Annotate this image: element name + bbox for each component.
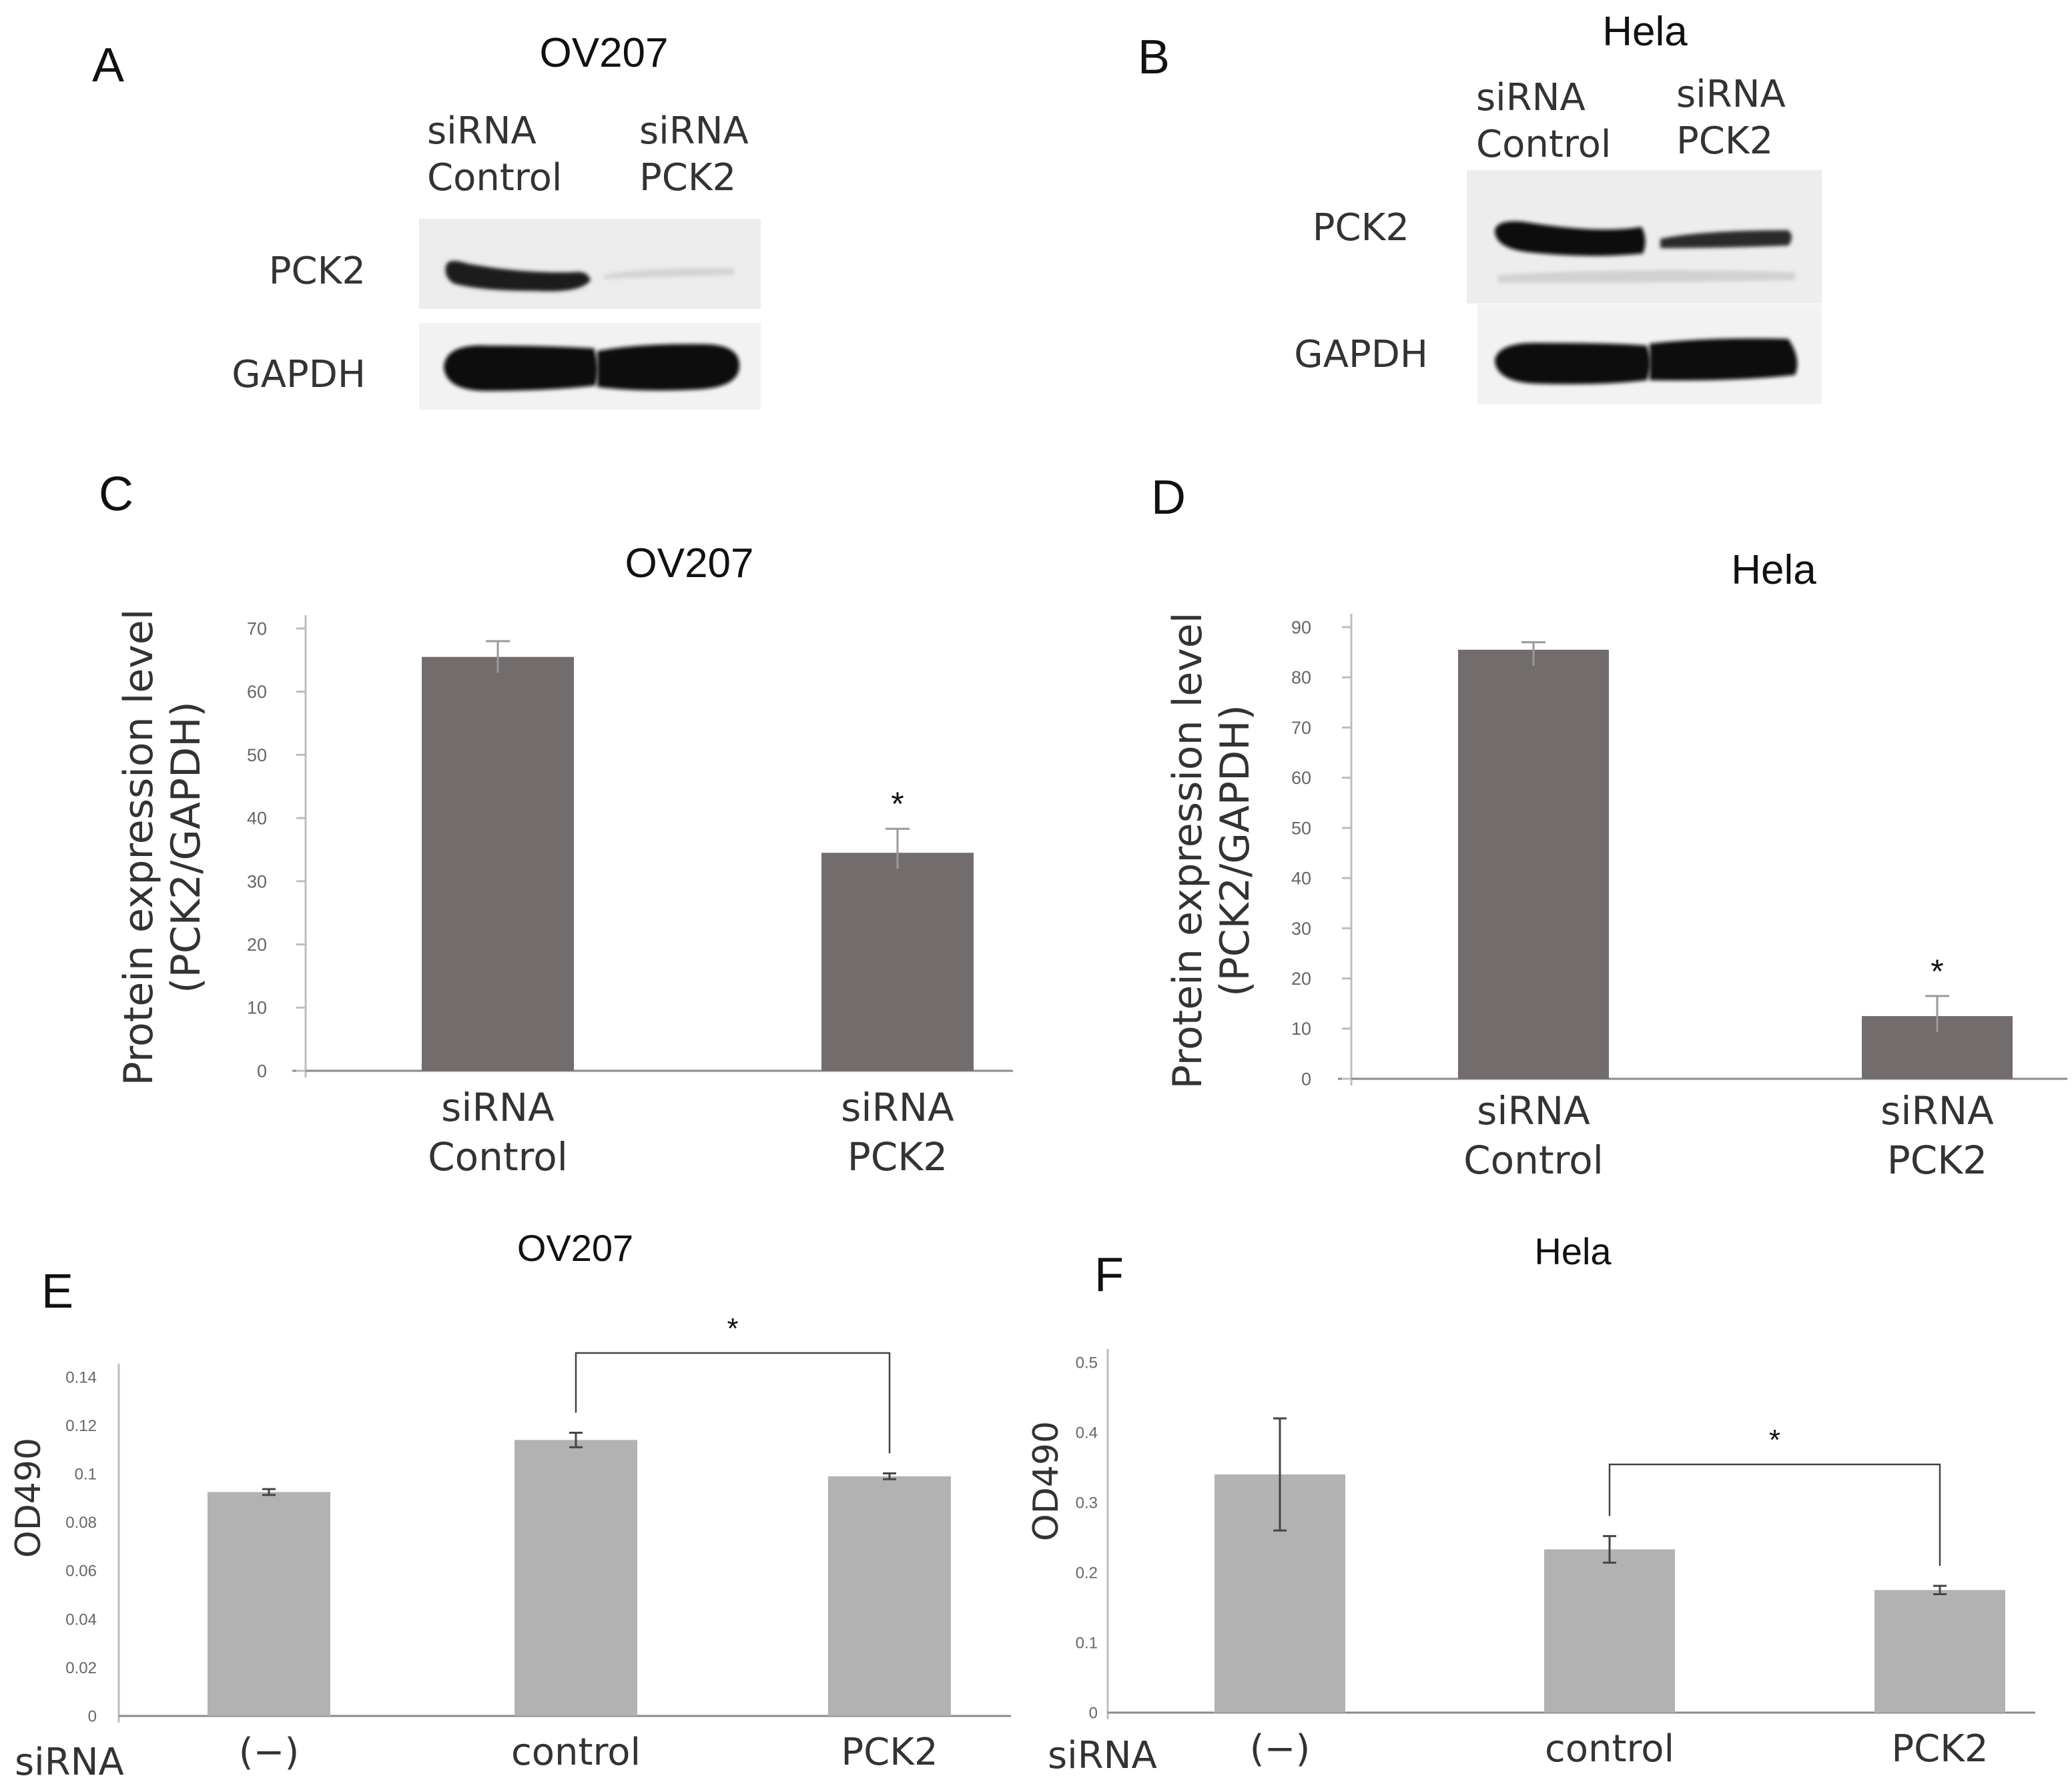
- y-tick-label: 0.04: [65, 1611, 97, 1629]
- y-tick-label: 50: [247, 745, 267, 765]
- blot-band-b-pck2-sirna: [1660, 230, 1792, 248]
- y-tick-label: 30: [1291, 919, 1311, 939]
- blot-band-a-gapdh-control: [444, 345, 598, 391]
- panel-b: B Hela siRNA Control siRNA PCK2 PCK2 GAP…: [1138, 9, 1822, 404]
- y-tick-label: 0.2: [1076, 1564, 1098, 1582]
- y-tick-label: 20: [247, 935, 267, 955]
- blot-band-b-pck2-faint: [1498, 270, 1795, 284]
- bar: [208, 1492, 330, 1716]
- y-axis-title: OD490: [9, 1438, 49, 1558]
- bar: [422, 656, 574, 1071]
- panel-letter-e: E: [41, 1265, 73, 1318]
- lane-label-b-control: siRNA Control: [1476, 76, 1611, 166]
- bar: [828, 1476, 951, 1716]
- row-label-a-gapdh: GAPDH: [232, 353, 366, 396]
- panel-letter-b: B: [1138, 31, 1170, 84]
- panel-letter-f: F: [1094, 1248, 1124, 1302]
- y-tick-label: 0: [1089, 1704, 1098, 1722]
- category-label: (−): [1250, 1727, 1311, 1771]
- chart-f: Hela 0 0.1 0.2 0.3 0.4 0.5 OD490 (−) control PCK2 s…: [1026, 1230, 2035, 1777]
- y-axis-title: Protein expression level(PCK2/GAPDH): [1164, 612, 1259, 1089]
- category-label: siRNA PCK2: [1880, 1088, 1994, 1183]
- y-axis-title: Protein expression level(PCK2/GAPDH): [115, 609, 210, 1086]
- y-axis-title: OD490: [1026, 1421, 1066, 1541]
- y-tick-label: 90: [1291, 617, 1311, 637]
- y-tick-label: 40: [1291, 869, 1311, 889]
- comparison-bracket: [1608, 1463, 1941, 1566]
- significance-marker: *: [1931, 953, 1943, 990]
- y-tick-label: 70: [1291, 718, 1311, 738]
- row-label-a-pck2: PCK2: [269, 250, 366, 293]
- y-tick-label: 0.4: [1076, 1424, 1098, 1442]
- blot-title-b: Hela: [1602, 9, 1688, 55]
- blot-band-b-pck2-control: [1495, 221, 1646, 256]
- bar: [1544, 1549, 1675, 1713]
- chart-d: Hela 0 10 20 30 40 50 60 70 80 90 Protein expressio…: [1164, 547, 2067, 1183]
- blot-band-b-gapdh-sirna: [1650, 338, 1798, 381]
- blot-membrane-a-pck2: [419, 219, 761, 309]
- y-tick-label: 0.5: [1076, 1354, 1098, 1372]
- y-tick-label: 0: [257, 1061, 267, 1081]
- y-tick-label: 0.3: [1076, 1494, 1098, 1512]
- category-label: PCK2: [1891, 1727, 1988, 1771]
- chart-e: OV207 0 0.02 0.04 0.06 0.08 0.1 0.12 0.14 OD490 (−…: [9, 1227, 1011, 1782]
- category-label: siRNA Control: [428, 1085, 568, 1180]
- blot-band-a-pck2-control: [445, 261, 591, 292]
- category-label: control: [1545, 1727, 1674, 1771]
- lane-label-b-pck2: siRNA PCK2: [1676, 73, 1798, 163]
- y-tick-label: 10: [247, 998, 267, 1018]
- y-tick-label: 0.1: [1076, 1634, 1098, 1652]
- chart-c: OV207 0 10 20 30 40 50 60 70 Protein expression l…: [115, 540, 1013, 1180]
- bar: [514, 1440, 637, 1716]
- y-tick-label: 60: [247, 682, 267, 702]
- row-label-b-pck2: PCK2: [1313, 206, 1409, 250]
- panel-letter-d: D: [1151, 471, 1186, 524]
- chart-title: OV207: [625, 540, 753, 586]
- y-tick-label: 60: [1291, 768, 1311, 788]
- lane-label-a-pck2: siRNA PCK2: [639, 109, 761, 199]
- x-axis-title: siRNA: [1048, 1734, 1157, 1777]
- lane-label-a-control: siRNA Control: [427, 109, 562, 199]
- y-tick-label: 0.08: [65, 1514, 97, 1532]
- category-label: PCK2: [841, 1731, 938, 1774]
- blot-title-a: OV207: [539, 30, 668, 76]
- blot-band-b-gapdh-control: [1495, 342, 1650, 384]
- chart-title: Hela: [1534, 1230, 1612, 1272]
- panel-letter-a: A: [92, 39, 124, 92]
- y-tick-label: 50: [1291, 818, 1311, 838]
- row-label-b-gapdh: GAPDH: [1294, 333, 1428, 376]
- y-tick-label: 0.12: [65, 1417, 97, 1435]
- y-tick-label: 20: [1291, 969, 1311, 989]
- bar: [1458, 649, 1609, 1079]
- y-tick-label: 40: [247, 809, 267, 829]
- bar: [1874, 1590, 2005, 1713]
- y-tick-label: 0.14: [65, 1368, 97, 1386]
- y-tick-label: 10: [1291, 1019, 1311, 1039]
- blot-band-a-gapdh-sirna: [597, 344, 740, 391]
- bar: [821, 853, 974, 1071]
- y-tick-label: 0.02: [65, 1659, 97, 1677]
- category-label: control: [511, 1731, 641, 1774]
- y-tick-label: 80: [1291, 668, 1311, 688]
- category-label: (−): [239, 1731, 300, 1774]
- panel-a: A OV207 siRNA Control siRNA PCK2 PCK2 GA…: [92, 30, 761, 410]
- significance-marker: *: [891, 785, 904, 823]
- significance-marker: *: [727, 1312, 738, 1345]
- y-tick-label: 0: [1301, 1069, 1311, 1089]
- significance-marker: *: [1769, 1424, 1780, 1456]
- category-label: siRNA Control: [1463, 1088, 1604, 1183]
- chart-title: OV207: [517, 1227, 633, 1269]
- blot-band-a-pck2-sirna: [604, 268, 734, 279]
- panel-letter-c: C: [99, 468, 133, 521]
- y-tick-label: 0.06: [65, 1563, 97, 1581]
- y-tick-label: 70: [247, 618, 267, 638]
- y-tick-label: 0.1: [75, 1466, 97, 1484]
- chart-title: Hela: [1731, 547, 1816, 593]
- category-label: siRNA PCK2: [841, 1085, 954, 1180]
- comparison-bracket: [575, 1352, 891, 1454]
- y-tick-label: 30: [247, 871, 267, 891]
- y-tick-label: 0: [88, 1707, 97, 1725]
- x-axis-title: siRNA: [15, 1741, 124, 1782]
